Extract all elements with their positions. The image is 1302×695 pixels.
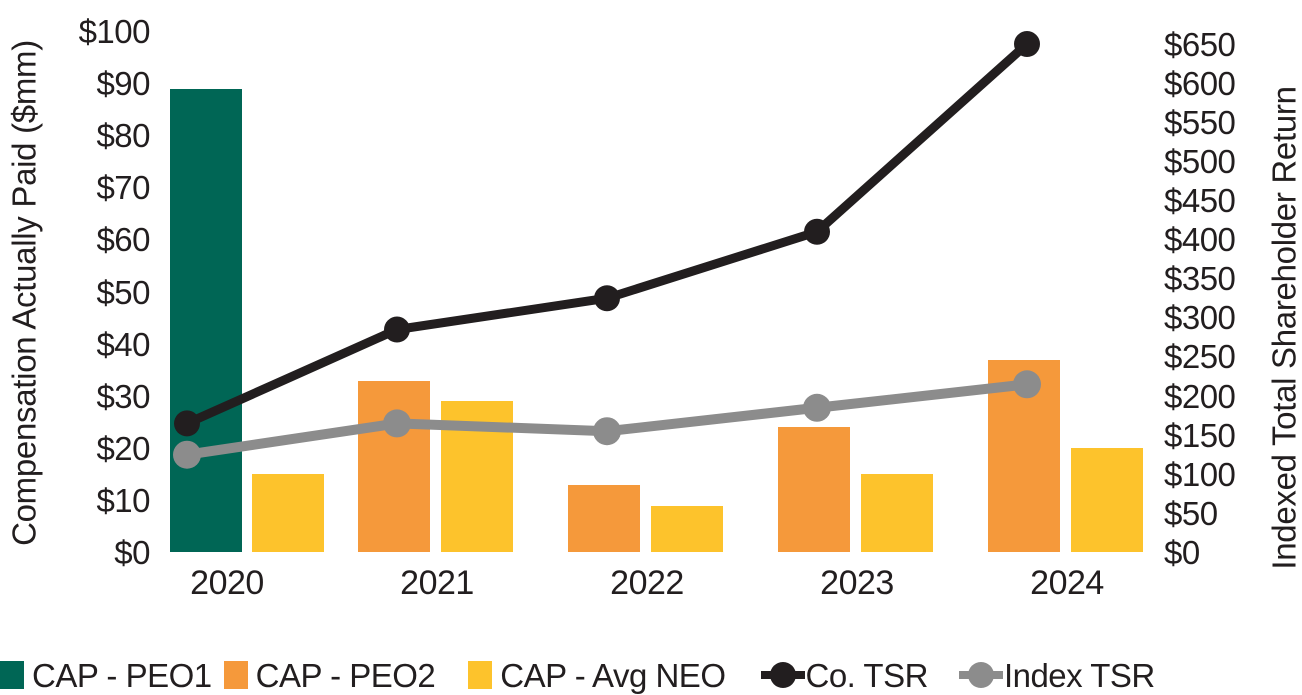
legend-swatch-cap-peo2 xyxy=(223,661,248,689)
legend-label-co-tsr: Co. TSR xyxy=(805,656,929,694)
line-co-tsr xyxy=(185,40,1030,428)
bar-cap-avg-neo-2020 xyxy=(252,474,324,553)
legend-item-index-tsr: Index TSR xyxy=(958,659,1155,692)
right-axis-title: Indexed Total Shareholder Return xyxy=(1265,86,1302,570)
left-axis-tick-30: $30 xyxy=(96,377,150,415)
bar-cap-peo1-2020 xyxy=(170,88,242,553)
legend-item-cap-peo2: CAP - PEO2 xyxy=(223,656,436,694)
left-axis-tick-50: $50 xyxy=(96,273,150,311)
right-axis-tick-450: $450 xyxy=(1164,181,1236,219)
right-axis-tick-150: $150 xyxy=(1164,416,1236,454)
left-axis-tick-70: $70 xyxy=(96,169,150,207)
left-axis-tick-20: $20 xyxy=(96,429,150,467)
right-axis-tick-100: $100 xyxy=(1164,455,1236,493)
x-axis-label-2024: 2024 xyxy=(1030,564,1104,602)
legend: CAP - PEO1 CAP - PEO2 CAP - Avg NEO Co. TSR… xyxy=(0,653,1155,695)
x-axis-label-2023: 2023 xyxy=(820,564,894,602)
line-index-tsr xyxy=(186,379,1028,460)
bar-cap-avg-neo-2024 xyxy=(1071,448,1143,553)
right-axis-tick-0: $0 xyxy=(1164,534,1200,571)
left-axis-tick-10: $10 xyxy=(96,481,150,519)
bar-cap-avg-neo-2023 xyxy=(861,474,933,553)
left-axis-tick-40: $40 xyxy=(96,325,150,363)
left-axis-tick-0: $0 xyxy=(114,534,150,571)
legend-swatch-cap-avg-neo xyxy=(468,661,493,689)
right-axis-tick-650: $650 xyxy=(1164,25,1236,63)
point-co-tsr-2021 xyxy=(384,316,410,343)
x-axis-label-2020: 2020 xyxy=(190,564,264,602)
right-axis-tick-400: $400 xyxy=(1164,221,1236,259)
legend-item-cap-avg-neo: CAP - Avg NEO xyxy=(468,656,726,694)
legend-label-cap-avg-neo: CAP - Avg NEO xyxy=(500,656,726,694)
point-index-tsr-2023 xyxy=(803,393,831,422)
x-axis-label-2022: 2022 xyxy=(610,564,684,602)
x-axis-label-2021: 2021 xyxy=(400,564,474,602)
point-co-tsr-2023 xyxy=(804,218,830,245)
left-axis-tick-90: $90 xyxy=(96,65,150,103)
bar-cap-peo2-2024 xyxy=(988,359,1060,553)
bar-cap-avg-neo-2022 xyxy=(651,505,723,553)
right-axis-tick-300: $300 xyxy=(1164,299,1236,337)
bar-cap-peo2-2023 xyxy=(778,427,850,553)
left-axis-tick-80: $80 xyxy=(96,117,150,155)
bar-cap-peo2-2022 xyxy=(568,484,640,553)
point-index-tsr-2022 xyxy=(593,417,621,446)
point-co-tsr-2022 xyxy=(594,285,620,312)
legend-line-dot-marker-index-tsr xyxy=(958,662,1003,688)
point-co-tsr-2024 xyxy=(1014,31,1040,58)
legend-item-co-tsr: Co. TSR xyxy=(760,659,928,692)
right-axis-tick-600: $600 xyxy=(1164,64,1236,102)
right-axis-tick-500: $500 xyxy=(1164,142,1236,180)
right-axis-tick-350: $350 xyxy=(1164,260,1236,298)
legend-label-index-tsr: Index TSR xyxy=(1003,656,1155,694)
right-axis-tick-50: $50 xyxy=(1164,494,1218,532)
legend-item-cap-peo1: CAP - PEO1 xyxy=(0,659,212,692)
legend-swatch-cap-peo1 xyxy=(0,661,24,689)
right-axis-tick-550: $550 xyxy=(1164,103,1236,141)
legend-label-cap-peo2: CAP - PEO2 xyxy=(255,656,436,694)
left-axis-tick-60: $60 xyxy=(96,221,150,259)
left-axis-title: Compensation Actually Paid ($mm) xyxy=(5,40,43,546)
right-axis-tick-250: $250 xyxy=(1164,338,1236,376)
right-axis-tick-200: $200 xyxy=(1164,377,1236,415)
bar-cap-avg-neo-2021 xyxy=(441,401,513,553)
left-axis-tick-100: $100 xyxy=(78,13,151,50)
legend-label-cap-peo1: CAP - PEO1 xyxy=(32,656,212,694)
legend-line-dot-marker-co-tsr xyxy=(760,662,805,688)
bar-cap-peo2-2021 xyxy=(358,380,430,553)
